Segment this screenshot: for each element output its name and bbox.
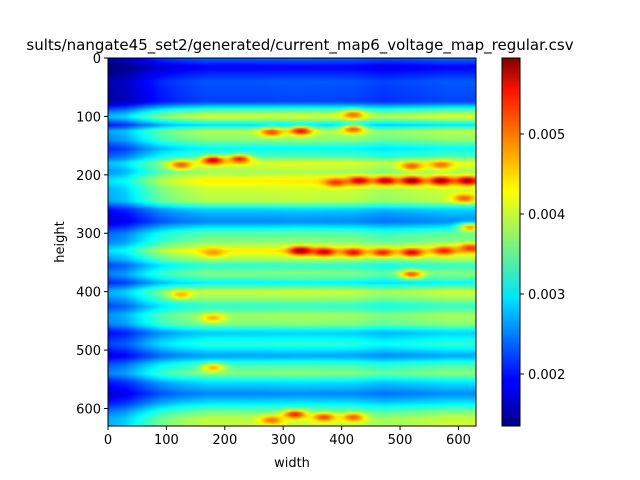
colorbar-tick-label: 0.003 <box>528 288 565 303</box>
x-tick-label: 100 <box>154 433 179 448</box>
y-axis-label: height <box>53 221 68 262</box>
colorbar-tick-label: 0.004 <box>528 208 565 223</box>
heatmap-image <box>108 58 476 426</box>
heatmap-area <box>107 57 477 427</box>
x-tick-label: 600 <box>446 433 471 448</box>
y-tick-label: 600 <box>76 402 101 417</box>
x-axis-label: width <box>274 456 310 471</box>
colorbar-tick-label: 0.002 <box>528 368 565 383</box>
x-tick-label: 200 <box>212 433 237 448</box>
y-tick-label: 300 <box>76 227 101 242</box>
y-tick-label: 400 <box>76 286 101 301</box>
colorbar-gradient <box>501 57 521 427</box>
y-tick-label: 100 <box>76 110 101 125</box>
colorbar: 0.002 0.003 0.004 0.005 <box>501 57 565 427</box>
plot-frame <box>107 57 477 427</box>
x-tick-label: 500 <box>388 433 413 448</box>
x-tick-label: 300 <box>271 433 296 448</box>
chart-title: sults/nangate45_set2/generated/current_m… <box>26 36 573 55</box>
colorbar-tick-label: 0.005 <box>528 128 565 143</box>
y-tick-label: 0 <box>93 52 101 67</box>
colorbar-ticks: 0.002 0.003 0.004 0.005 <box>520 128 565 383</box>
y-axis: 0 100 200 300 400 500 600 <box>76 52 108 417</box>
y-tick-label: 200 <box>76 169 101 184</box>
y-tick-label: 500 <box>76 344 101 359</box>
x-axis: 0 100 200 300 400 500 600 <box>104 426 471 448</box>
x-tick-label: 0 <box>104 433 112 448</box>
x-tick-label: 400 <box>329 433 354 448</box>
